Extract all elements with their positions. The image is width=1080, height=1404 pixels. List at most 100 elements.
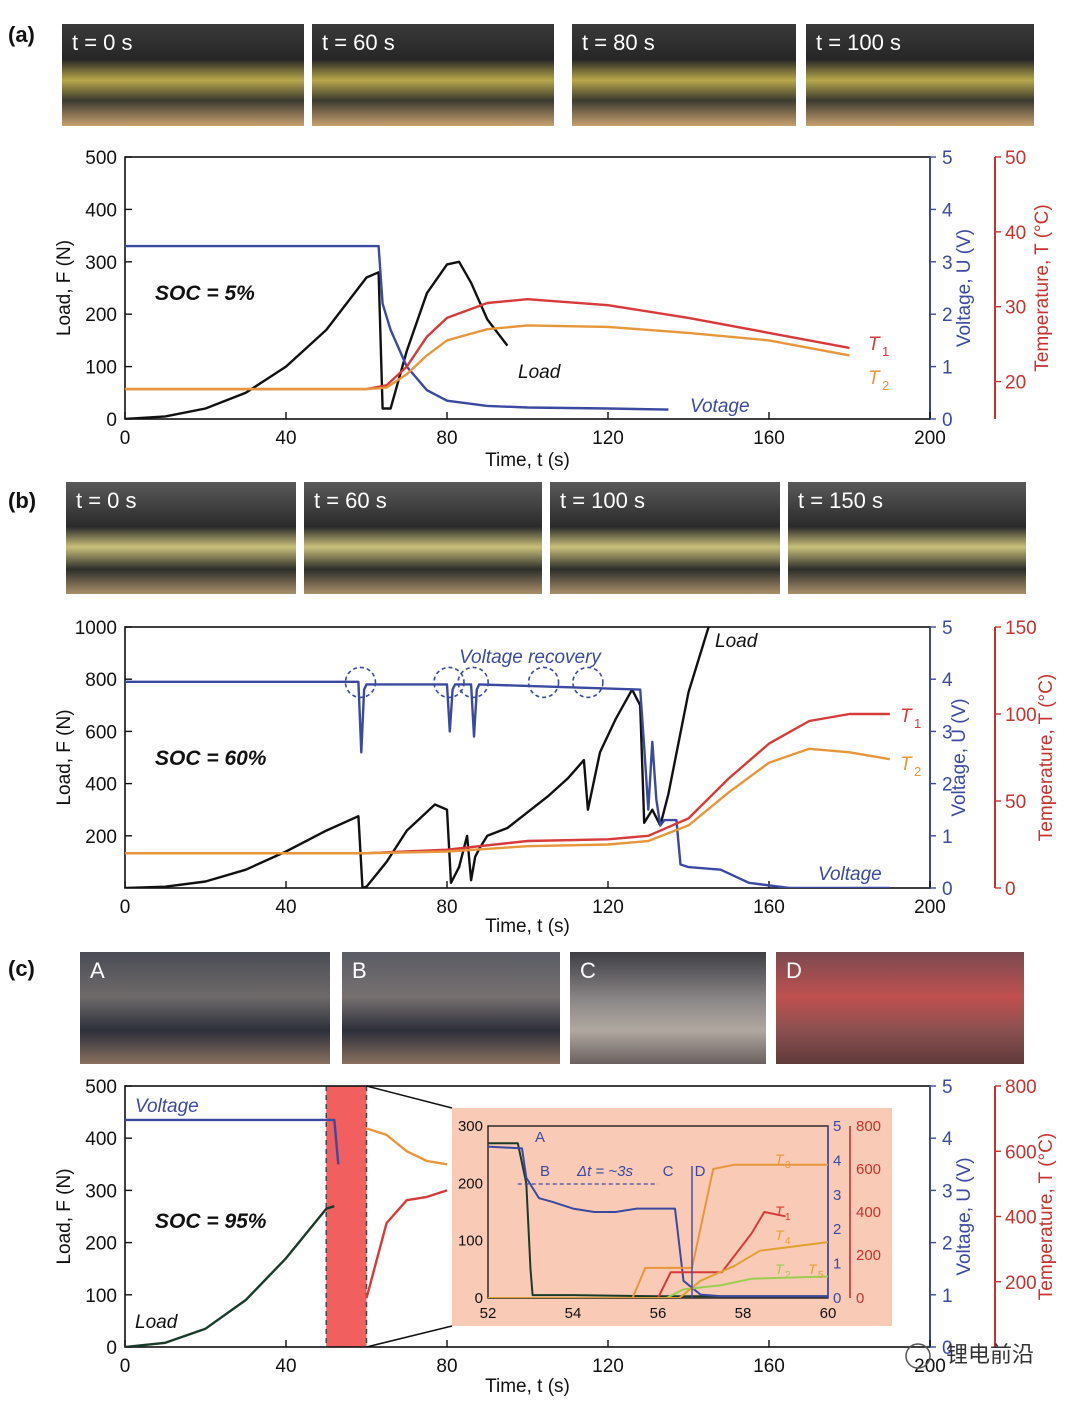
- y-axis-label: Load, F (N): [54, 240, 75, 336]
- y2-axis-label: Voltage, U (V): [954, 229, 975, 347]
- x-tick-label: 160: [753, 1356, 785, 1377]
- series-line-load: [125, 627, 710, 888]
- y3-tick-label: 200: [1005, 1273, 1037, 1294]
- series-label-load: Load: [518, 362, 562, 383]
- inset-x-tick-label: 60: [820, 1305, 837, 1322]
- series-line-voltage: [125, 680, 890, 888]
- series-label-voltage: Votage: [690, 396, 750, 417]
- series-line-load: [125, 260, 509, 419]
- series-line-t2: [366, 1127, 448, 1166]
- inset-marker-c: C: [663, 1163, 674, 1180]
- y3-tick-label: 50: [1005, 148, 1026, 169]
- watermark-icon: [905, 1343, 931, 1369]
- photo-caption: D: [786, 958, 802, 983]
- inset-y3-tick-label: 200: [856, 1247, 881, 1264]
- inset-background: [452, 1108, 892, 1326]
- photo-a-3: t = 80 s: [572, 24, 796, 126]
- photo-b-4: t = 150 s: [788, 482, 1026, 594]
- x-tick-label: 0: [120, 1356, 131, 1377]
- x-tick-label: 0: [120, 428, 131, 449]
- y3-tick-label: 800: [1005, 1077, 1037, 1098]
- soc-annotation: SOC = 95%: [155, 1210, 267, 1233]
- x-tick-label: 40: [275, 897, 296, 918]
- series-label-load: Load: [135, 1312, 179, 1333]
- inset-y2-tick-label: 1: [833, 1256, 841, 1273]
- inset-y3-tick-label: 600: [856, 1161, 881, 1178]
- series-label-t2: T: [868, 368, 881, 389]
- photo-caption: B: [352, 958, 367, 983]
- x-tick-label: 120: [592, 1356, 624, 1377]
- inset-temp-label-sub: 4: [785, 1236, 791, 1247]
- shaded-region: [326, 1086, 367, 1347]
- y-tick-label: 400: [85, 775, 117, 796]
- y2-tick-label: 2: [942, 305, 953, 326]
- y2-tick-label: 4: [942, 670, 953, 691]
- inset-y-tick-label: 300: [458, 1118, 483, 1135]
- inset-y2-tick-label: 2: [833, 1221, 841, 1238]
- y2-tick-label: 4: [942, 1129, 953, 1150]
- panel-label-b: (b): [8, 488, 37, 513]
- y-tick-label: 600: [85, 722, 117, 743]
- y-tick-label: 100: [85, 1286, 117, 1307]
- y2-axis-label: Voltage, U (V): [954, 1157, 975, 1275]
- recovery-marker: [572, 666, 604, 699]
- y-tick-label: 400: [85, 200, 117, 221]
- inset-temp-label-sub: 1: [785, 1212, 791, 1223]
- x-tick-label: 120: [592, 897, 624, 918]
- series-label-t2: T: [900, 754, 913, 775]
- y2-tick-label: 3: [942, 722, 953, 743]
- series-group: [125, 244, 850, 419]
- y-tick-label: 100: [85, 358, 117, 379]
- inset-temp-label: T: [775, 1227, 785, 1243]
- y2-tick-label: 3: [942, 253, 953, 274]
- inset-x-tick-label: 56: [650, 1305, 667, 1322]
- y2-tick-label: 5: [942, 618, 953, 639]
- series-label-voltage: Voltage: [818, 864, 882, 885]
- photo-caption: t = 0 s: [72, 30, 133, 55]
- inset-y2-tick-label: 3: [833, 1187, 841, 1204]
- series-line-votage: [125, 244, 669, 411]
- x-tick-label: 120: [592, 428, 624, 449]
- recovery-marker: [344, 666, 377, 699]
- y-tick-label: 1000: [75, 618, 117, 639]
- series-group: [125, 1118, 448, 1347]
- photo-b-2: t = 60 s: [304, 482, 542, 594]
- y3-axis-label: Temperature, T (°C): [1036, 1133, 1057, 1300]
- series-line-t1: [125, 712, 890, 855]
- y-tick-label: 300: [85, 1181, 117, 1202]
- x-tick-label: 80: [436, 897, 457, 918]
- x-axis-label: Time, t (s): [485, 450, 570, 471]
- inset-marker-a: A: [535, 1129, 545, 1146]
- photo-caption: t = 80 s: [582, 30, 655, 55]
- y-tick-label: 800: [85, 670, 117, 691]
- inset-series-t2: [488, 1241, 828, 1298]
- y-tick-label: 200: [85, 305, 117, 326]
- x-tick-label: 80: [436, 1356, 457, 1377]
- zoom-line-bottom: [366, 1325, 453, 1348]
- photo-caption: C: [580, 958, 596, 983]
- y3-tick-label: 20: [1005, 373, 1026, 394]
- y-tick-label: 300: [85, 253, 117, 274]
- series-line-t1: [365, 1189, 448, 1299]
- inset-y-tick-label: 100: [458, 1233, 483, 1250]
- y2-tick-label: 5: [942, 1077, 953, 1098]
- series-line-t2: [125, 324, 850, 391]
- x-tick-label: 200: [914, 897, 946, 918]
- photo-b-3: t = 100 s: [550, 482, 780, 594]
- photo-a-1: t = 0 s: [62, 24, 304, 126]
- inset-series-t4: [488, 1275, 828, 1298]
- photo-caption: t = 0 s: [76, 488, 137, 513]
- photo-c-2: B: [342, 952, 560, 1064]
- soc-annotation: SOC = 5%: [155, 282, 255, 305]
- soc-annotation: SOC = 60%: [155, 747, 267, 770]
- y3-tick-label: 400: [1005, 1208, 1037, 1229]
- chart-panel-0: 0 40 80 120 160 20001002003004005000123452030…: [54, 148, 1053, 471]
- photo-caption: A: [90, 958, 105, 983]
- photo-b-1: t = 0 s: [66, 482, 296, 594]
- series-line-load: [125, 1204, 335, 1347]
- photo-caption: t = 60 s: [322, 30, 395, 55]
- recovery-marker: [527, 666, 560, 699]
- y2-tick-label: 5: [942, 148, 953, 169]
- inset-temp-label: T: [808, 1261, 818, 1277]
